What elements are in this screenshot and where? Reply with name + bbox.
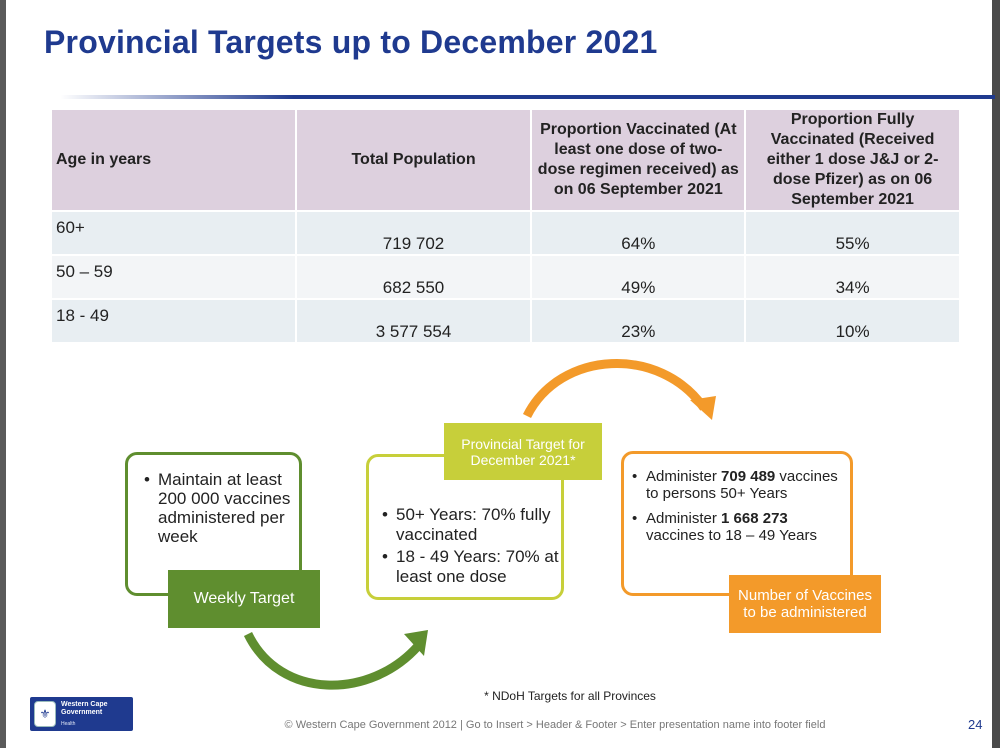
provincial-target-text: 50+ Years: 70% fully vaccinated 18 - 49 … [382,505,560,587]
targets-table: Age in years Total Population Proportion… [52,110,961,342]
vaccinated-cell: 64% [531,210,747,255]
administer-prefix: Administer [646,510,722,527]
age-cell: 50 – 59 [52,254,297,299]
administer-count: 709 489 [721,468,776,485]
administer-bullet: Administer 1 668 273 vaccines to 18 – 49… [632,510,847,544]
population-cell: 719 702 [295,210,533,255]
weekly-target-text: Maintain at least 200 000 vaccines admin… [144,470,294,546]
population-cell: 682 550 [295,254,533,299]
table-row: 60+ 719 702 64% 55% [52,210,961,255]
fully-vaccinated-cell: 34% [745,254,961,299]
vaccines-administered-label: Number of Vaccines to be administered [729,575,881,633]
logo-subtext: Health [61,721,76,727]
vaccinated-cell: 49% [531,254,747,299]
logo-text: Western Cape Government [61,701,108,717]
provincial-bullet: 18 - 49 Years: 70% at least one dose [382,547,560,587]
weekly-bullet: Maintain at least 200 000 vaccines admin… [144,470,294,546]
right-window-edge [992,0,1000,748]
header-fully-vaccinated: Proportion Fully Vaccinated (Received ei… [745,110,961,211]
logo-line-2: Government [61,709,103,716]
table-row: 50 – 59 682 550 49% 34% [52,254,961,299]
table-header-row: Age in years Total Population Proportion… [52,110,961,211]
population-cell: 3 577 554 [295,298,533,342]
vaccinated-cell: 23% [531,298,747,342]
provincial-bullet: 50+ Years: 70% fully vaccinated [382,505,560,545]
vaccines-administered-text: Administer 709 489 vaccines to persons 5… [632,468,847,544]
crest-icon: ⚜ [34,701,56,727]
footer-text: © Western Cape Government 2012 | Go to I… [284,719,826,731]
western-cape-logo: ⚜ Western Cape Government Health [30,697,133,731]
arrow-provincial-to-administered-head [690,396,716,420]
provincial-target-label: Provincial Target for December 2021* [444,423,602,480]
left-window-edge [0,0,6,748]
administer-prefix: Administer [646,468,722,485]
administer-suffix: vaccines to persons 50+ Years [646,468,838,502]
arrow-provincial-to-administered [522,359,708,419]
page-number: 24 [968,717,983,732]
title-divider [60,95,995,99]
arrow-weekly-to-provincial [243,631,422,690]
age-cell: 18 - 49 [52,298,297,342]
header-vaccinated: Proportion Vaccinated (At least one dose… [531,110,747,211]
header-population: Total Population [295,110,533,211]
fully-vaccinated-cell: 55% [745,210,961,255]
administer-suffix: vaccines to 18 – 49 Years [646,527,817,544]
administer-count: 1 668 273 [721,510,788,527]
fully-vaccinated-cell: 10% [745,298,961,342]
header-age: Age in years [52,110,297,211]
logo-line-1: Western Cape [61,701,108,708]
slide-title: Provincial Targets up to December 2021 [44,24,658,60]
weekly-target-label: Weekly Target [168,570,320,628]
footnote: * NDoH Targets for all Provinces [484,689,656,703]
age-cell: 60+ [52,210,297,255]
arrow-weekly-to-provincial-head [404,630,428,656]
table-row: 18 - 49 3 577 554 23% 10% [52,298,961,342]
administer-bullet: Administer 709 489 vaccines to persons 5… [632,468,847,502]
